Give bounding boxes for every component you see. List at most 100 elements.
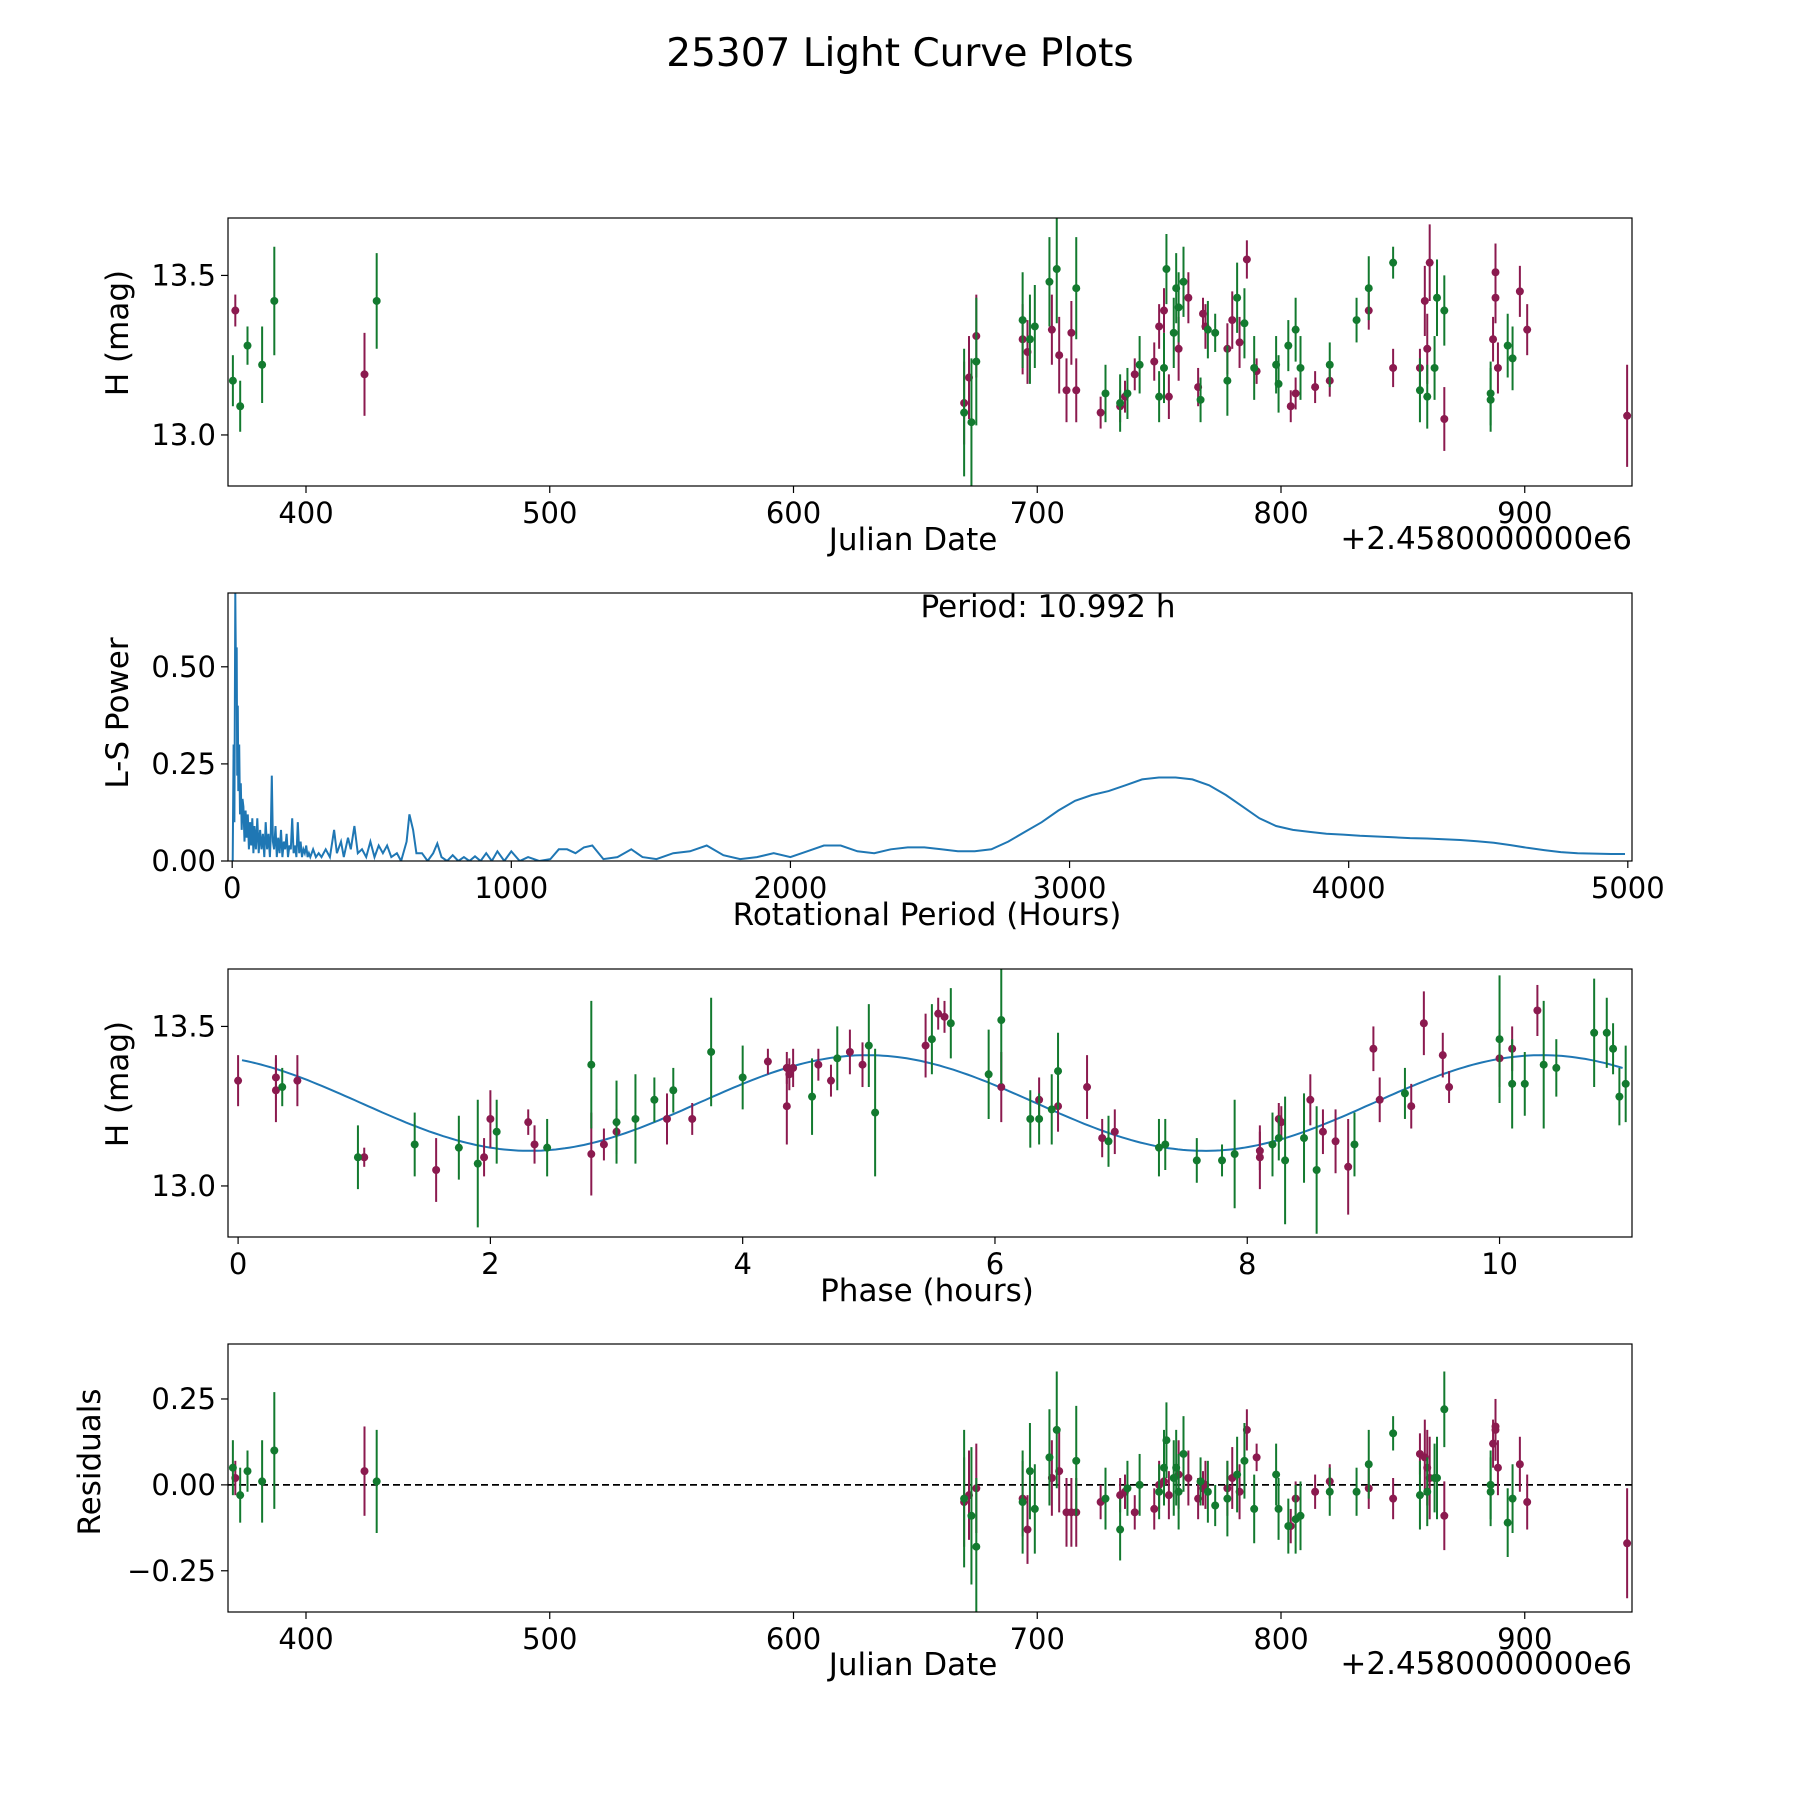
residuals-marker [1179,1449,1188,1458]
lightcurve-offset-label: +2.4580000000e6 [1340,521,1632,557]
lightcurve-point-green [1135,336,1144,394]
lightcurve-marker [1233,293,1242,302]
lightcurve-point-green [243,326,252,365]
phased-marker [1306,1095,1315,1104]
phased-point-green [543,1118,552,1177]
phased-marker [1154,1143,1163,1152]
residuals-marker [1415,1491,1424,1500]
lightcurve-point-green [1030,285,1039,368]
phased-point-red [814,1048,823,1081]
residuals-xtick-label: 700 [1010,1622,1065,1656]
phased-point-red [599,1128,608,1161]
lightcurve-marker [1228,316,1237,325]
phased-xtick-label: 4 [733,1247,751,1281]
phased-point-red [858,1042,867,1088]
residuals-marker [1389,1429,1398,1438]
lightcurve-point-green [228,355,237,407]
residuals-point-green [967,1447,976,1585]
periodogram-panel: Rotational Period (Hours) L-S Power Peri… [100,589,1665,933]
residuals-marker [270,1446,279,1455]
lightcurve-marker [1489,335,1498,344]
lightcurve-point-green [1116,374,1125,432]
residuals-point-green [1223,1460,1232,1537]
phased-point-green [1520,1051,1529,1116]
residuals-marker [1325,1487,1334,1496]
lightcurve-marker [1523,325,1532,334]
phased-marker [271,1073,280,1082]
lightcurve-point-green [1233,262,1242,333]
residuals-marker [1203,1487,1212,1496]
phased-point-green [587,1000,596,1129]
lightcurve-marker [1235,338,1244,347]
lightcurve-marker [1433,293,1441,302]
residuals-marker [1515,1460,1524,1469]
phased-marker [997,1016,1006,1025]
lightcurve-marker [1423,392,1432,401]
phased-point-green [1312,1106,1321,1234]
lightcurve-marker [1018,316,1027,325]
lightcurve-marker [1291,389,1300,398]
lightcurve-marker [1274,379,1283,388]
lightcurve-marker [1155,392,1164,401]
residuals-marker [1296,1511,1305,1520]
phased-series-green [278,969,1630,1234]
residuals-point-green [1389,1416,1398,1451]
lightcurve-marker [1150,357,1159,366]
phased-marker [599,1140,608,1149]
phased-point-green [1268,1112,1277,1177]
lightcurve-point-green [1025,294,1034,384]
residuals-point-green [270,1392,279,1509]
residuals-marker [1162,1436,1171,1445]
phased-point-green [1104,1115,1113,1167]
phased-marker [650,1095,659,1104]
lightcurve-marker [1164,392,1173,401]
residuals-point-green [1196,1457,1205,1506]
lightcurve-point-red [1523,304,1532,356]
lightcurve-point-green [1169,297,1178,368]
residuals-point-green [243,1450,252,1492]
phased-point-green [454,1115,463,1180]
residuals-xtick-label: 400 [278,1622,333,1656]
residuals-point-red [1623,1488,1632,1599]
phased-point-red [293,1055,302,1107]
phased-marker [410,1140,419,1149]
lightcurve-xtick-label: 800 [1253,496,1308,530]
residuals-marker [372,1477,381,1486]
phased-marker [1438,1051,1447,1060]
lightcurve-xtick-label: 600 [766,496,821,530]
residuals-marker [972,1542,981,1551]
lightcurve-marker [1184,293,1193,302]
periodogram-axes-frame [227,592,1633,862]
phased-point-red [1306,1074,1315,1126]
phased-marker [1312,1166,1321,1174]
lightcurve-point-green [1203,300,1212,359]
lightcurve-point-green [1352,297,1361,343]
figure-title: 25307 Light Curve Plots [666,31,1133,76]
lightcurve-point-green [1325,342,1334,388]
phased-point-red [486,1090,495,1148]
residuals-point-green [1364,1429,1373,1499]
residuals-marker [1508,1494,1517,1503]
phased-xtick-label: 6 [986,1247,1004,1281]
phased-marker [984,1070,993,1079]
phased-marker [789,1063,798,1072]
residuals-point-green [1433,1436,1441,1520]
residuals-point-green [1272,1443,1281,1506]
lightcurve-point-green [1196,377,1205,423]
phased-point-red [480,1138,489,1177]
phased-marker [1375,1095,1384,1104]
lightcurve-point-red [1184,272,1193,324]
lightcurve-point-green [1503,313,1512,378]
residuals-point-red [1523,1474,1532,1530]
phased-point-red [524,1109,533,1135]
phased-marker [864,1041,873,1050]
lightcurve-axes-frame [227,217,1633,487]
phased-marker [1274,1134,1283,1143]
lightcurve-point-green [972,297,981,426]
lightcurve-point-green [1162,233,1171,305]
periodogram-series-power [231,593,1625,861]
phased-marker [927,1035,936,1044]
residuals-point-green [1503,1488,1512,1558]
residuals-point-red [1252,1443,1261,1472]
